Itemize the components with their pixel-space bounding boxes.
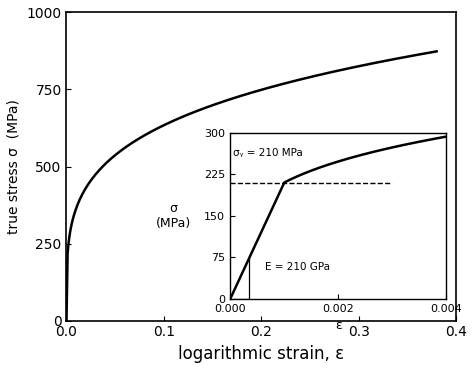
X-axis label: logarithmic strain, ε: logarithmic strain, ε <box>178 345 345 363</box>
Y-axis label: true stress σ  (MPa): true stress σ (MPa) <box>7 99 21 234</box>
